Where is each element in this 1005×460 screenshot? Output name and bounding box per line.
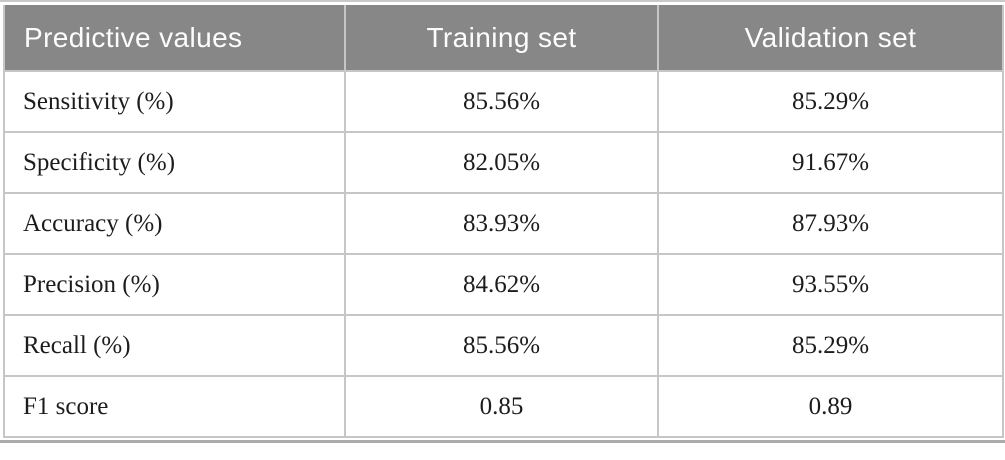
- training-value: 82.05%: [344, 131, 659, 194]
- top-rule: [0, 0, 1005, 2]
- training-value: 0.85: [344, 375, 659, 438]
- training-value: 85.56%: [344, 314, 659, 377]
- metric-label: Recall (%): [3, 314, 346, 377]
- table-body: Sensitivity (%) 85.56% 85.29% Specificit…: [3, 70, 1004, 438]
- validation-value: 93.55%: [657, 253, 1004, 316]
- metric-label: Specificity (%): [3, 131, 346, 194]
- table-row: Accuracy (%) 83.93% 87.93%: [3, 192, 1004, 255]
- table-row: Sensitivity (%) 85.56% 85.29%: [3, 70, 1004, 133]
- metric-label: F1 score: [3, 375, 346, 438]
- validation-value: 0.89: [657, 375, 1004, 438]
- header-training-set: Training set: [344, 5, 659, 72]
- table-row: Specificity (%) 82.05% 91.67%: [3, 131, 1004, 194]
- validation-value: 87.93%: [657, 192, 1004, 255]
- validation-value: 91.67%: [657, 131, 1004, 194]
- training-value: 85.56%: [344, 70, 659, 133]
- table-row: Recall (%) 85.56% 85.29%: [3, 314, 1004, 377]
- training-value: 83.93%: [344, 192, 659, 255]
- bottom-rule: [0, 440, 1005, 443]
- validation-value: 85.29%: [657, 70, 1004, 133]
- table-row: F1 score 0.85 0.89: [3, 375, 1004, 438]
- predictive-values-table: Predictive values Training set Validatio…: [3, 5, 1004, 438]
- header-row: Predictive values Training set Validatio…: [3, 5, 1004, 72]
- metric-label: Precision (%): [3, 253, 346, 316]
- training-value: 84.62%: [344, 253, 659, 316]
- metric-label: Accuracy (%): [3, 192, 346, 255]
- header-predictive-values: Predictive values: [3, 5, 346, 72]
- table-row: Precision (%) 84.62% 93.55%: [3, 253, 1004, 316]
- header-validation-set: Validation set: [657, 5, 1004, 72]
- validation-value: 85.29%: [657, 314, 1004, 377]
- metric-label: Sensitivity (%): [3, 70, 346, 133]
